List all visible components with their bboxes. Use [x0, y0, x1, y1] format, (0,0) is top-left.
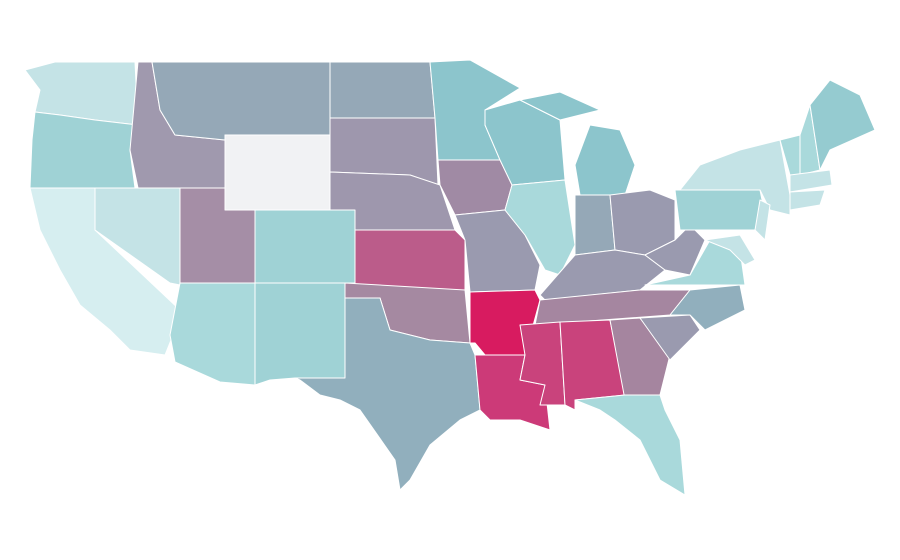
- state: [151, 61, 331, 141]
- state: [809, 79, 876, 171]
- state: [29, 111, 139, 189]
- state: [639, 314, 701, 361]
- state: [254, 209, 356, 284]
- state: [574, 194, 616, 256]
- state: [789, 189, 826, 211]
- state: [169, 282, 256, 386]
- state: [294, 297, 481, 491]
- state: [354, 229, 466, 291]
- state: [437, 159, 513, 216]
- state: [754, 199, 771, 241]
- state: [704, 234, 756, 266]
- state: [669, 284, 746, 331]
- state: [224, 134, 331, 211]
- state: [674, 189, 766, 231]
- state: [574, 394, 686, 496]
- state: [254, 282, 346, 386]
- state: [504, 179, 576, 276]
- state: [329, 61, 436, 119]
- state: [789, 169, 833, 193]
